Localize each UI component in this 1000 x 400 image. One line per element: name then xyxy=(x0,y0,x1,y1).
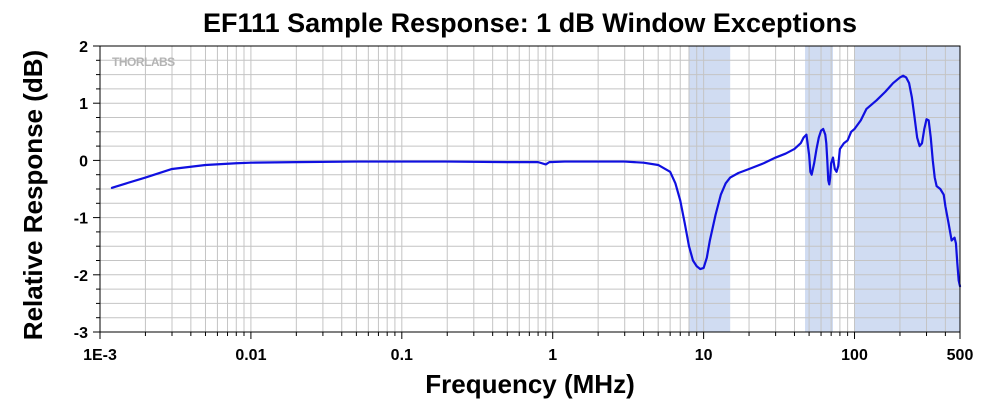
chart-title: EF111 Sample Response: 1 dB Window Excep… xyxy=(203,8,857,38)
x-tick-label: 1E-3 xyxy=(83,347,117,364)
axis-ticks xyxy=(93,45,961,339)
x-tick-label: 1 xyxy=(548,347,557,364)
y-tick-label: -1 xyxy=(74,211,88,228)
x-tick-label: 100 xyxy=(841,347,868,364)
y-tick-label: 0 xyxy=(79,153,88,170)
y-tick-label: 1 xyxy=(79,96,88,113)
x-tick-labels: 1E-3 0.01 0.1 1 10 100 500 xyxy=(83,347,973,364)
y-tick-label: 2 xyxy=(79,39,88,56)
thorlabs-logo: THORLABS xyxy=(112,55,175,69)
y-tick-label: -3 xyxy=(74,325,88,342)
x-tick-label: 500 xyxy=(947,347,974,364)
grid-lines xyxy=(99,45,961,333)
y-tick-labels: -3 -2 -1 0 1 2 xyxy=(74,39,88,342)
x-tick-label: 10 xyxy=(695,347,713,364)
y-tick-label: -2 xyxy=(74,268,88,285)
x-axis-title: Frequency (MHz) xyxy=(425,369,634,399)
x-tick-label: 0.01 xyxy=(235,347,266,364)
x-tick-label: 0.1 xyxy=(391,347,413,364)
response-line xyxy=(110,74,962,288)
y-axis-title: Relative Response (dB) xyxy=(18,50,48,340)
